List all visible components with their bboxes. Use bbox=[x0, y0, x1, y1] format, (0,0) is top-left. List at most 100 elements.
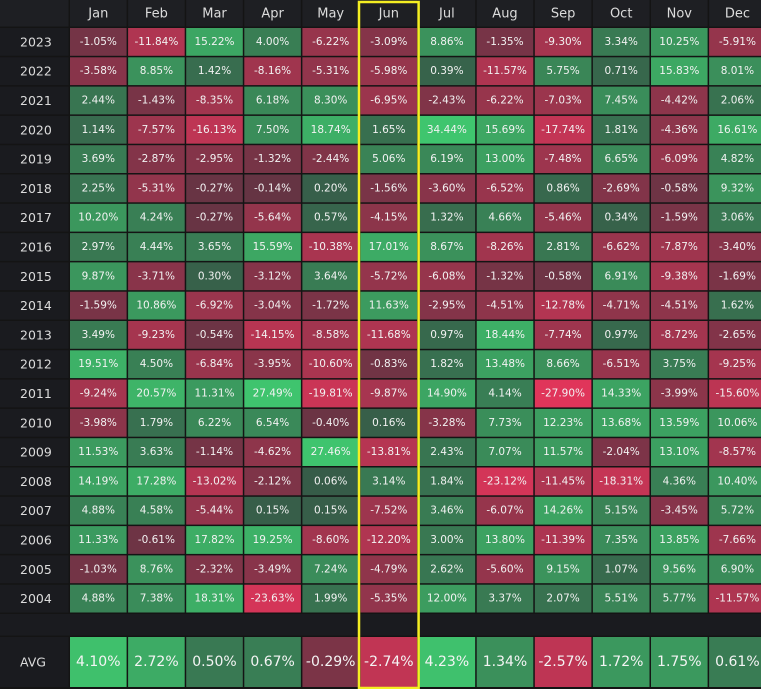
heatmap-cell bbox=[709, 233, 761, 261]
heatmap-cell bbox=[128, 291, 185, 320]
heatmap-cell bbox=[592, 115, 650, 144]
year-label: 2015 bbox=[20, 269, 52, 284]
heatmap-cell bbox=[70, 262, 127, 291]
cell-value-label: 10.86% bbox=[136, 300, 176, 312]
cell-value-label: 14.26% bbox=[543, 505, 583, 517]
heatmap-cell bbox=[302, 379, 359, 408]
avg-cell bbox=[709, 637, 761, 687]
cell-value-label: -13.81% bbox=[367, 446, 411, 458]
cell-value-label: -7.66% bbox=[719, 534, 756, 546]
heatmap-cell bbox=[534, 526, 592, 554]
cell-value-label: -8.60% bbox=[312, 534, 349, 546]
cell-value-label: 27.49% bbox=[253, 388, 293, 400]
avg-value-label: 0.61% bbox=[715, 654, 759, 670]
heatmap-cell bbox=[186, 86, 243, 115]
cell-value-label: -3.09% bbox=[370, 36, 407, 48]
heatmap-cell bbox=[244, 57, 301, 86]
year-cell bbox=[0, 438, 69, 466]
heatmap-cell bbox=[592, 438, 650, 466]
heatmap-cell bbox=[651, 174, 708, 203]
heatmap-cell bbox=[709, 584, 761, 613]
heatmap-cell bbox=[709, 86, 761, 115]
heatmap-cell bbox=[709, 379, 761, 408]
year-label: 2011 bbox=[20, 386, 52, 401]
heatmap-cell bbox=[244, 145, 301, 173]
cell-value-label: -0.14% bbox=[254, 182, 291, 194]
heatmap-cell bbox=[534, 115, 592, 144]
avg-value-label: -2.57% bbox=[538, 654, 588, 670]
heatmap-cell bbox=[302, 57, 359, 86]
cell-value-label: 8.01% bbox=[721, 65, 754, 77]
heatmap-cell bbox=[592, 496, 650, 525]
heatmap-cell bbox=[651, 57, 708, 86]
year-row: 2019 3.69% -2.87% -2.95% -1.32% -2.44% 5.06% 6.… bbox=[0, 145, 761, 173]
month-header-cell bbox=[186, 0, 243, 27]
heatmap-cell bbox=[244, 408, 301, 437]
avg-cell bbox=[128, 637, 185, 687]
heatmap-cell bbox=[70, 438, 127, 466]
heatmap-cell bbox=[70, 526, 127, 554]
cell-value-label: -1.43% bbox=[138, 95, 175, 107]
cell-value-label: -6.51% bbox=[603, 358, 640, 370]
heatmap-cell bbox=[360, 467, 418, 496]
cell-value-label: 5.75% bbox=[546, 65, 579, 77]
heatmap-cell bbox=[186, 233, 243, 261]
year-label: 2019 bbox=[20, 152, 52, 167]
year-cell bbox=[0, 291, 69, 320]
heatmap-cell bbox=[592, 233, 650, 261]
year-row: 2017 10.20% 4.24% -0.27% -5.64% 0.57% -4.15% 1.… bbox=[0, 203, 761, 232]
year-cell bbox=[0, 467, 69, 496]
cell-value-label: 4.88% bbox=[82, 505, 115, 517]
cell-value-label: -0.27% bbox=[196, 182, 233, 194]
heatmap-cell bbox=[360, 233, 418, 261]
heatmap-cell bbox=[70, 28, 127, 56]
heatmap-cell bbox=[302, 145, 359, 173]
cell-value-label: 4.88% bbox=[82, 593, 115, 605]
cell-value-label: 5.06% bbox=[372, 153, 405, 165]
cell-value-label: 2.43% bbox=[430, 446, 463, 458]
year-row: 2013 3.49% -9.23% -0.54% -14.15% -8.58% -11.68… bbox=[0, 321, 761, 349]
heatmap-cell bbox=[128, 86, 185, 115]
year-label: 2005 bbox=[20, 562, 52, 577]
heatmap-cell bbox=[476, 174, 534, 203]
cell-value-label: 5.15% bbox=[605, 505, 638, 517]
cell-value-label: -5.46% bbox=[545, 212, 582, 224]
heatmap-cell bbox=[476, 145, 534, 173]
heatmap-cell bbox=[592, 262, 650, 291]
cell-value-label: -0.58% bbox=[661, 182, 698, 194]
heatmap-cell bbox=[186, 496, 243, 525]
heatmap-cell bbox=[360, 496, 418, 525]
heatmap-cell bbox=[651, 321, 708, 349]
heatmap-cell bbox=[186, 408, 243, 437]
heatmap-cell bbox=[592, 28, 650, 56]
year-cell bbox=[0, 203, 69, 232]
month-header-label: Aug bbox=[492, 7, 517, 22]
avg-value-label: -2.74% bbox=[364, 654, 414, 670]
cell-value-label: -1.59% bbox=[661, 212, 698, 224]
heatmap-cell bbox=[651, 145, 708, 173]
cell-value-label: 19.51% bbox=[78, 358, 118, 370]
avg-value-label: 4.10% bbox=[76, 654, 120, 670]
cell-value-label: -1.03% bbox=[80, 563, 117, 575]
cell-value-label: 3.37% bbox=[488, 593, 521, 605]
cell-value-label: 6.18% bbox=[256, 95, 289, 107]
cell-value-label: 3.64% bbox=[314, 270, 347, 282]
cell-value-label: 11.57% bbox=[543, 446, 583, 458]
heatmap-cell bbox=[244, 467, 301, 496]
heatmap-cell bbox=[70, 350, 127, 379]
cell-value-label: 8.67% bbox=[430, 241, 463, 253]
cell-value-label: -5.44% bbox=[196, 505, 233, 517]
avg-cell bbox=[592, 637, 650, 687]
cell-value-label: 2.07% bbox=[546, 593, 579, 605]
heatmap-cell bbox=[128, 555, 185, 584]
heatmap-cell bbox=[70, 555, 127, 584]
heatmap-cell bbox=[186, 526, 243, 554]
cell-value-label: -23.63% bbox=[251, 593, 295, 605]
cell-value-label: 3.06% bbox=[721, 212, 754, 224]
avg-value-label: 4.23% bbox=[425, 654, 469, 670]
year-label: 2013 bbox=[20, 327, 52, 342]
month-header-label: Feb bbox=[145, 7, 168, 22]
heatmap-cell bbox=[534, 174, 592, 203]
year-cell bbox=[0, 86, 69, 115]
cell-value-label: -12.20% bbox=[367, 534, 411, 546]
